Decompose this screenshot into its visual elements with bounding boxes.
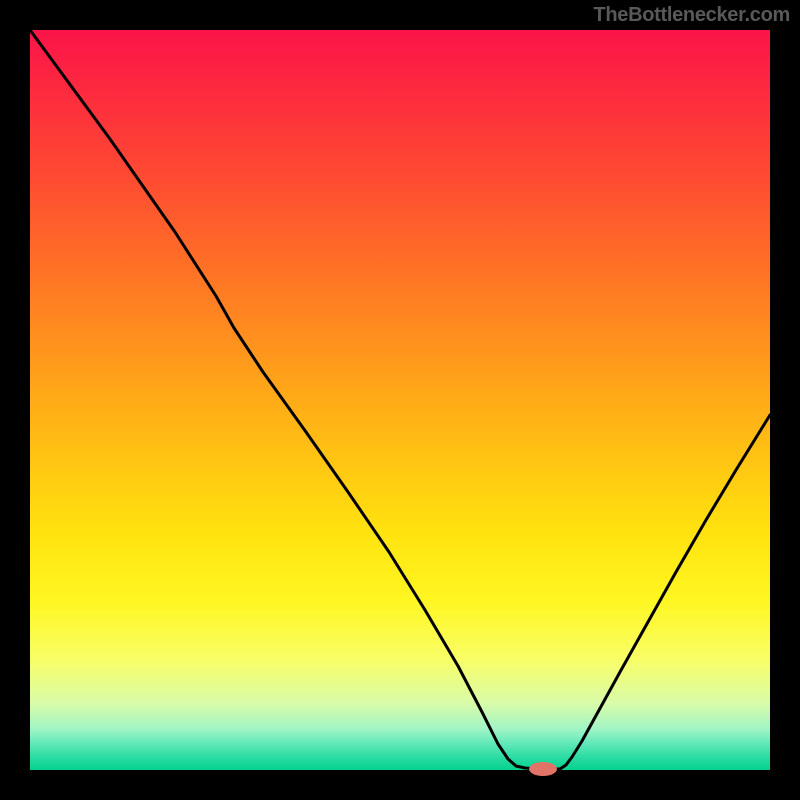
watermark-text: TheBottlenecker.com bbox=[593, 4, 790, 27]
optimal-point-marker bbox=[529, 762, 557, 776]
bottleneck-chart bbox=[0, 0, 800, 800]
plot-background bbox=[30, 30, 770, 770]
